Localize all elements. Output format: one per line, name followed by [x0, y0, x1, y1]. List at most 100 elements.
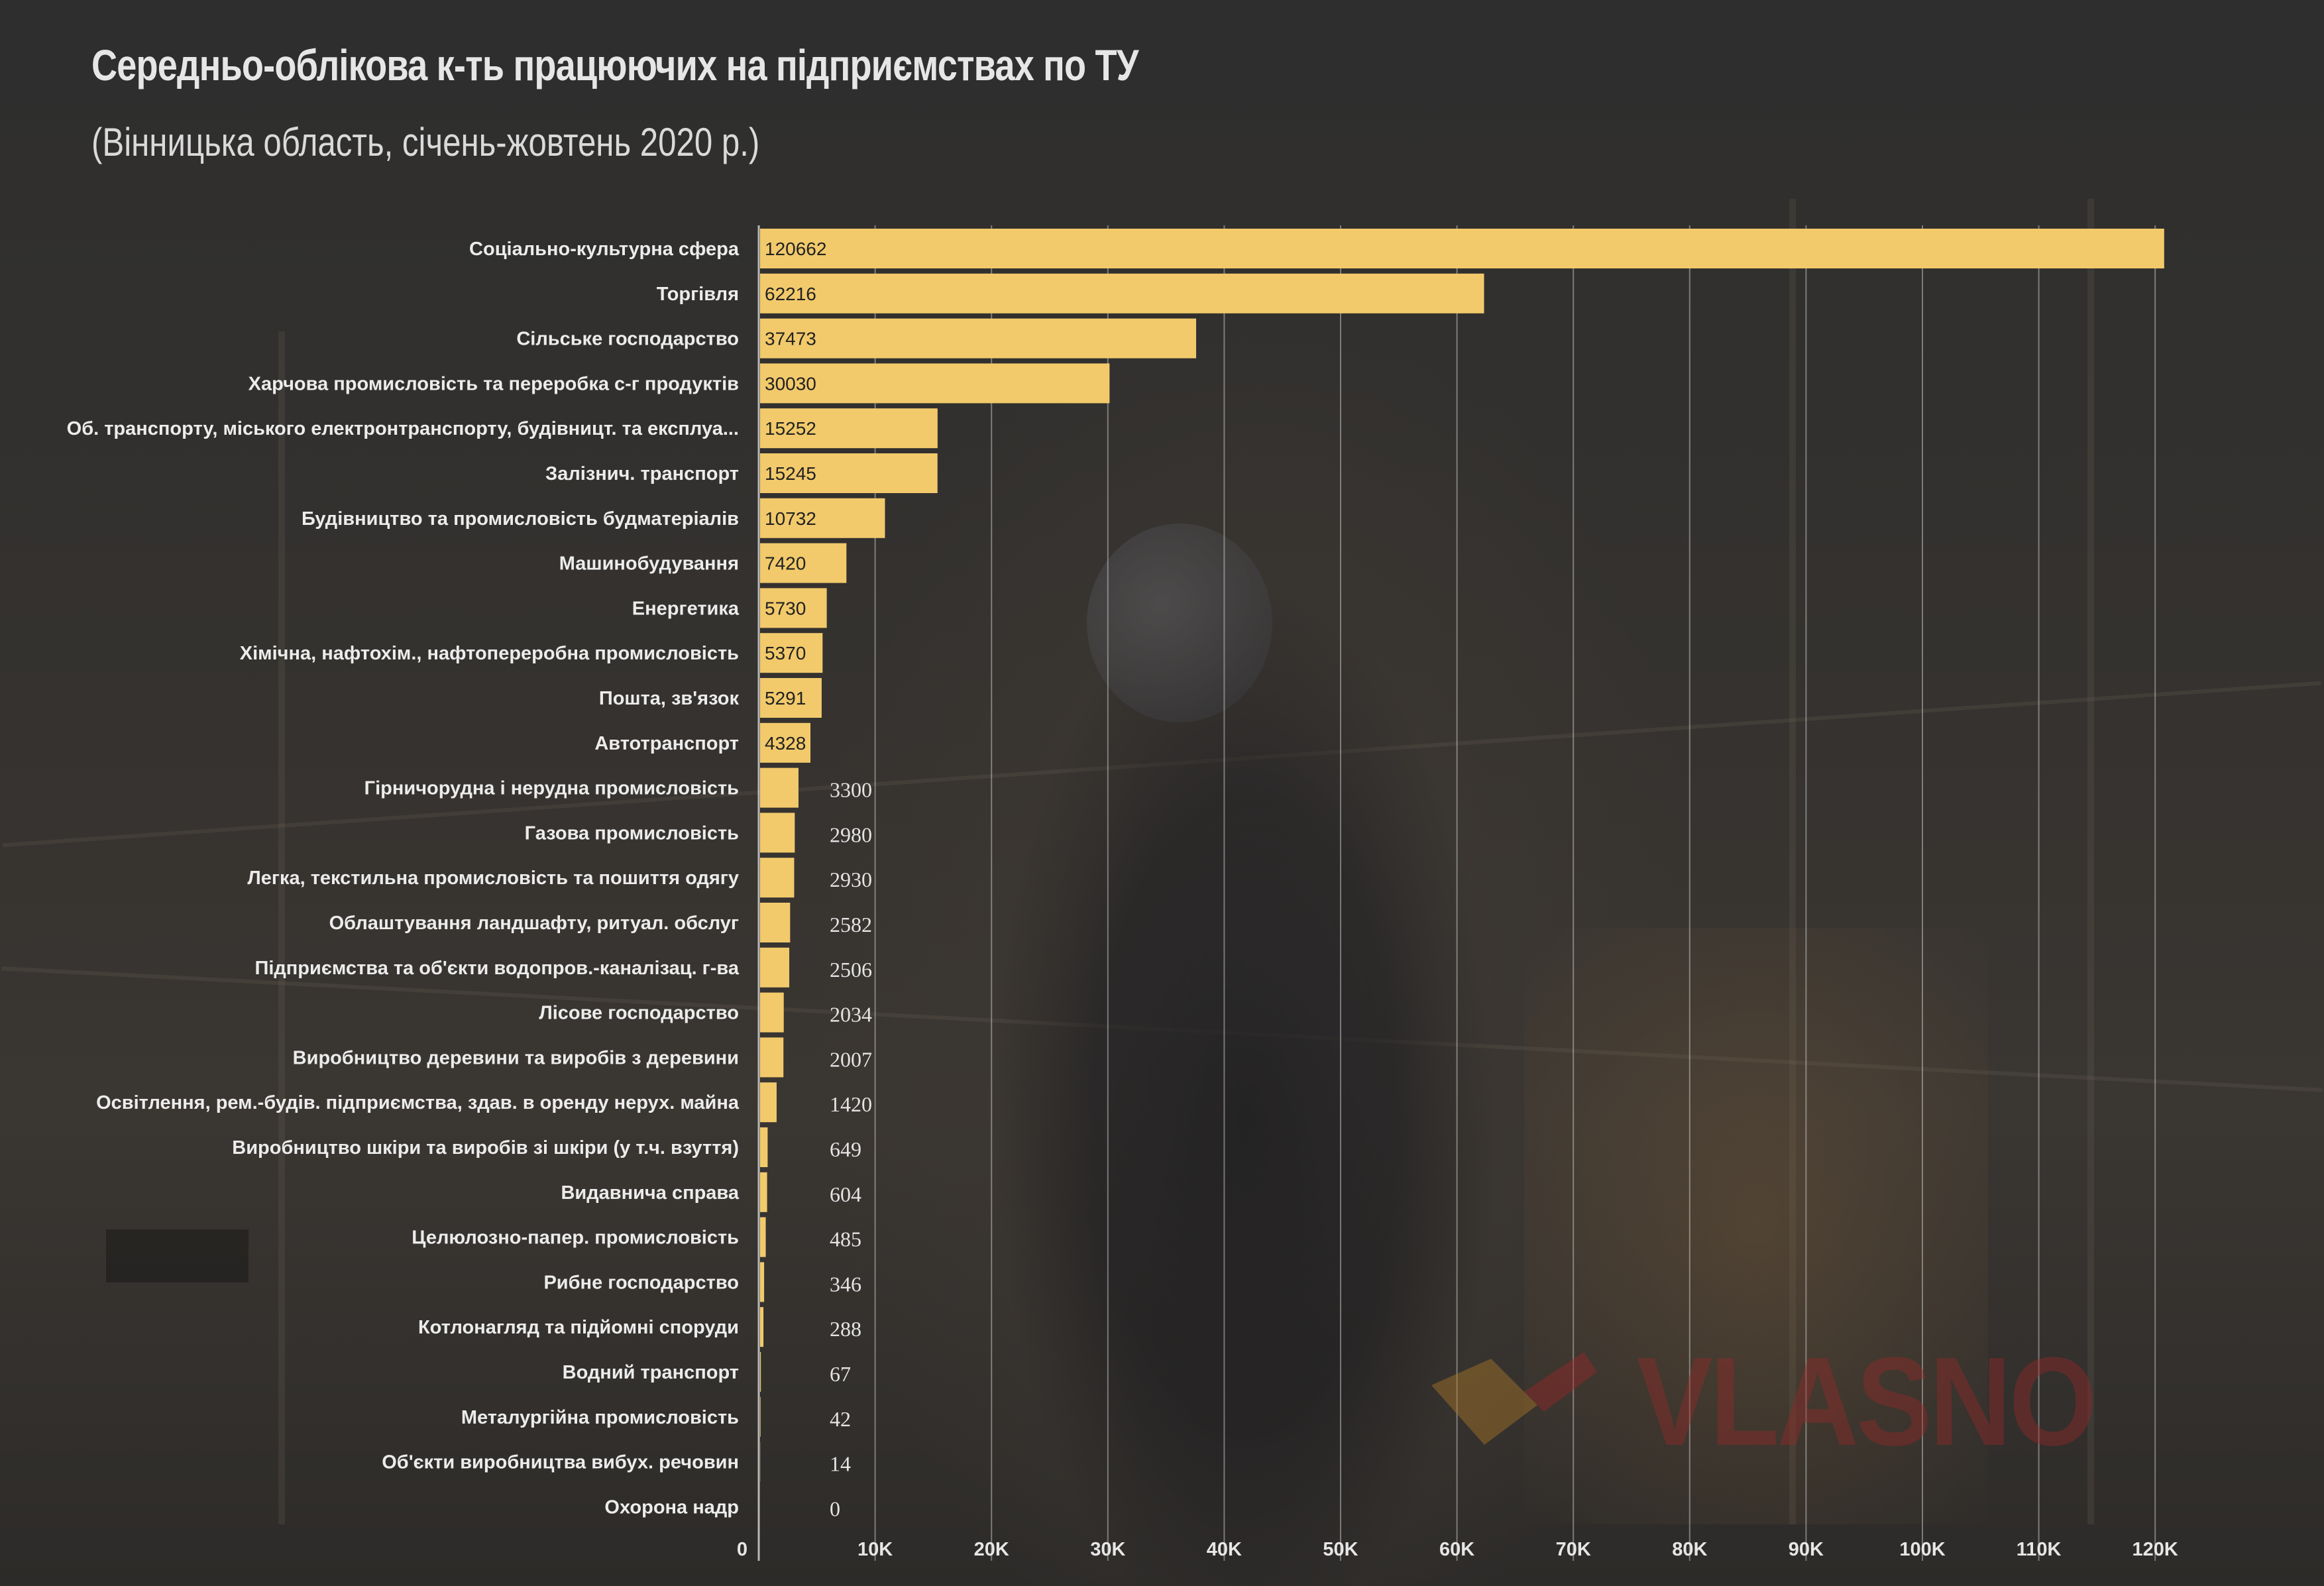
bar: [760, 1037, 784, 1078]
chart-title: Середньо-облікова к-ть працюючих на підп…: [91, 40, 1138, 89]
category-label: Легка, текстильна промисловість та пошит…: [247, 868, 739, 889]
x-tick-label: 30K: [1090, 1539, 1125, 1560]
x-tick-label: 20K: [974, 1539, 1009, 1560]
x-tick-label: 0: [737, 1539, 747, 1560]
data-label: 120662: [765, 239, 826, 259]
category-label: Машинобудування: [559, 553, 739, 575]
category-label: Автотранспорт: [594, 733, 739, 754]
watermark: VLASNO: [1425, 1331, 2207, 1472]
category-label: Будівництво та промисловість будматеріал…: [302, 508, 739, 530]
data-label: 2980: [830, 822, 872, 846]
category-label: Лісове господарство: [539, 1003, 739, 1024]
category-label: Об'єкти виробництва вибух. речовин: [382, 1452, 739, 1473]
data-label: 5730: [765, 598, 806, 618]
bar-layer: [760, 229, 2164, 1482]
bar: [760, 363, 1110, 404]
category-label: Рибне господарство: [543, 1272, 739, 1293]
data-label: 42: [830, 1407, 851, 1431]
data-label: 15245: [765, 463, 816, 484]
bar: [760, 1127, 768, 1167]
category-label: Сільське господарство: [516, 329, 739, 350]
x-tick-label: 40K: [1207, 1539, 1242, 1560]
category-label: Газова промисловість: [525, 822, 739, 844]
bar: [760, 947, 790, 988]
bar: [760, 273, 1484, 313]
bar: [760, 992, 784, 1033]
bar: [760, 408, 938, 449]
background-beam: [1789, 199, 1796, 1524]
category-label: Енергетика: [632, 598, 740, 619]
category-label: Освітлення, рем.-будів. підприємства, зд…: [96, 1092, 740, 1113]
data-label: 62216: [765, 284, 816, 304]
data-label: 10732: [765, 508, 816, 529]
background-beam: [2087, 199, 2094, 1524]
data-label: 15252: [765, 418, 816, 439]
data-label: 37473: [765, 329, 816, 349]
data-label: 2582: [830, 913, 872, 936]
data-label: 2034: [830, 1003, 872, 1027]
category-label: Соціально-культурна сфера: [469, 239, 740, 260]
background-panel: [106, 1229, 249, 1282]
bar: [760, 903, 791, 942]
data-label: 485: [830, 1227, 861, 1251]
x-tick-label: 70K: [1556, 1539, 1591, 1560]
x-tick-label: 60K: [1439, 1539, 1474, 1560]
category-label: Облаштування ландшафту, ритуал. обслуг: [329, 913, 739, 934]
data-label: 2007: [830, 1047, 872, 1071]
bar: [760, 633, 823, 673]
bar: [760, 767, 799, 808]
category-label: Охорона надр: [604, 1497, 739, 1518]
category-label: Об. транспорту, міського електронтранспо…: [67, 418, 739, 439]
grid-layer: [757, 225, 2156, 1561]
x-tick-label: 50K: [1323, 1539, 1358, 1560]
background-glow: [1524, 928, 1988, 1524]
background-helmet: [1087, 524, 1272, 722]
data-label: 67: [830, 1362, 851, 1386]
watermark-logo-icon: [1431, 1352, 1597, 1445]
category-label: Підприємства та об'єкти водопров.-каналі…: [254, 958, 739, 979]
category-label: Залізнич. транспорт: [545, 463, 739, 484]
bar: [760, 453, 938, 493]
data-label: 346: [830, 1272, 861, 1296]
bar: [760, 1396, 761, 1437]
category-label: Котлонагляд та підйомні споруди: [418, 1317, 739, 1338]
tick-layer: 0 10K 20K 30K 40K 50K 60K 70K 80K 90K 100K 110K 120K: [737, 1539, 2178, 1560]
data-label: 30030: [765, 373, 816, 394]
category-label: Видавнича справа: [561, 1182, 739, 1204]
data-label: 4328: [765, 733, 806, 754]
bar: [760, 318, 1197, 359]
data-label: 3300: [830, 778, 872, 802]
label-layer: Соціально-культурна сфера 120662 Торгівля 6…: [67, 239, 872, 1520]
category-label: Виробництво деревини та виробів з дереви…: [293, 1047, 739, 1068]
bar: [760, 1262, 765, 1302]
data-label: 649: [830, 1137, 861, 1161]
bar: [760, 229, 2164, 268]
bar: [760, 498, 885, 538]
data-label: 0: [830, 1497, 840, 1520]
bar: [760, 858, 795, 898]
category-label: Водний транспорт: [563, 1362, 739, 1383]
data-label: 5370: [765, 643, 806, 663]
bar: [760, 1307, 764, 1347]
data-label: 7420: [765, 553, 806, 574]
data-label: 288: [830, 1317, 861, 1341]
x-tick-label: 90K: [1789, 1539, 1824, 1560]
bar: [760, 722, 810, 763]
category-label: Торгівля: [657, 284, 739, 305]
bar: [760, 1217, 766, 1257]
bar: [760, 1352, 761, 1392]
background-figure: [994, 517, 1498, 1586]
x-tick-label: 80K: [1672, 1539, 1707, 1560]
category-label: Пошта, зв'язок: [599, 688, 740, 709]
bar: [760, 1082, 777, 1123]
bar: [760, 1172, 767, 1212]
bar: [760, 678, 822, 718]
bar: [760, 813, 795, 853]
background-beam: [278, 331, 285, 1524]
category-label: Металургійна промисловість: [461, 1407, 739, 1428]
x-tick-label: 120K: [2132, 1539, 2178, 1560]
watermark-text: VLASNO: [1637, 1331, 2097, 1472]
category-label: Целюлозно-папер. промисловість: [412, 1227, 739, 1249]
